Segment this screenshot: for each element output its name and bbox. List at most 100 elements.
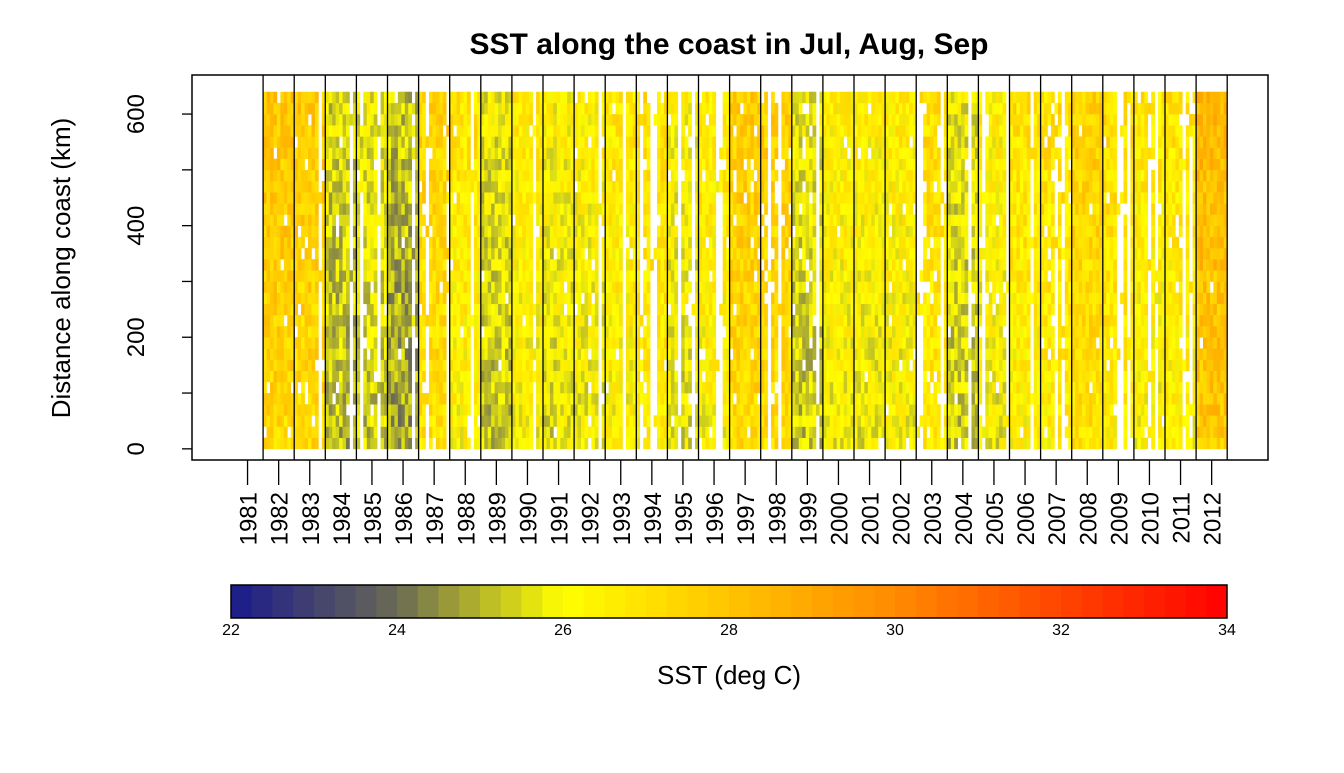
heatmap-cell	[695, 415, 699, 427]
heatmap-cell	[466, 136, 471, 148]
heatmap-cell	[328, 247, 333, 260]
heatmap-cell	[511, 281, 516, 293]
heatmap-cell	[657, 270, 661, 282]
heatmap-cell	[332, 114, 336, 126]
heatmap-cell	[798, 147, 803, 159]
heatmap-cell	[390, 125, 395, 137]
heatmap-cell	[871, 326, 876, 338]
heatmap-cell	[857, 203, 862, 215]
heatmap-cell	[836, 236, 841, 249]
heatmap-cell	[515, 259, 520, 271]
heatmap-cell	[608, 270, 613, 282]
heatmap-cell	[885, 181, 889, 193]
heatmap-cell	[601, 203, 606, 215]
heatmap-cell	[577, 225, 582, 238]
heatmap-cell	[308, 437, 312, 450]
heatmap-cell	[674, 136, 679, 148]
heatmap-cell	[736, 281, 741, 293]
heatmap-cell	[404, 236, 409, 249]
heatmap-cell	[325, 102, 330, 115]
heatmap-cell	[508, 181, 513, 193]
heatmap-cell	[494, 192, 499, 204]
heatmap-cell	[874, 326, 879, 338]
heatmap-cell	[757, 426, 761, 438]
heatmap-cell	[415, 158, 419, 171]
heatmap-cell	[335, 125, 340, 137]
heatmap-cell	[726, 203, 730, 215]
heatmap-cell	[560, 125, 565, 137]
heatmap-cell	[843, 147, 848, 159]
heatmap-cell	[605, 348, 609, 360]
heatmap-cell	[629, 348, 634, 360]
heatmap-cell	[802, 114, 806, 126]
heatmap-cell	[847, 426, 851, 438]
heatmap-cell	[352, 169, 357, 182]
heatmap-cell	[871, 281, 876, 293]
heatmap-cell	[829, 359, 834, 372]
heatmap-cell	[764, 147, 768, 159]
heatmap-cell	[546, 192, 551, 204]
heatmap-cell	[408, 437, 412, 450]
heatmap-cell	[328, 415, 333, 427]
heatmap-cell	[757, 348, 761, 360]
heatmap-cell	[632, 415, 637, 427]
heatmap-cell	[428, 214, 433, 226]
heatmap-cell	[549, 236, 554, 249]
heatmap-cell	[308, 158, 312, 171]
heatmap-cell	[871, 147, 876, 159]
heatmap-cell	[867, 136, 872, 148]
heatmap-cell	[771, 102, 775, 115]
heatmap-cell	[449, 393, 454, 405]
heatmap-cell	[543, 147, 547, 159]
heatmap-cell	[321, 348, 326, 360]
heatmap-cell	[695, 303, 699, 316]
heatmap-cell	[570, 192, 575, 204]
heatmap-cell	[428, 281, 433, 293]
heatmap-cell	[701, 259, 706, 271]
heatmap-cell	[632, 314, 637, 327]
heatmap-cell	[460, 415, 464, 427]
heatmap-cell	[543, 181, 547, 193]
heatmap-cell	[522, 259, 527, 271]
heatmap-cell	[871, 415, 876, 427]
heatmap-cell	[791, 326, 796, 338]
heatmap-cell	[663, 158, 668, 171]
heatmap-cell	[764, 426, 768, 438]
heatmap-cell	[283, 303, 288, 316]
heatmap-cell	[290, 281, 295, 293]
heatmap-cell	[760, 125, 765, 137]
heatmap-cell	[301, 147, 305, 159]
heatmap-cell	[619, 426, 623, 438]
heatmap-cell	[394, 314, 399, 327]
heatmap-cell	[885, 393, 889, 405]
heatmap-cell	[822, 203, 827, 215]
heatmap-cell	[401, 326, 406, 338]
heatmap-cell	[619, 381, 623, 394]
heatmap-cell	[408, 326, 412, 338]
heatmap-cell	[854, 181, 858, 193]
heatmap-cell	[822, 102, 827, 115]
heatmap-cell	[684, 393, 689, 405]
heatmap-cell	[301, 292, 305, 305]
heatmap-cell	[273, 359, 278, 372]
heatmap-cell	[746, 381, 751, 394]
heatmap-cell	[684, 348, 689, 360]
heatmap-cell	[515, 181, 520, 193]
heatmap-cell	[802, 348, 806, 360]
heatmap-cell	[771, 158, 775, 171]
heatmap-cell	[605, 203, 609, 215]
heatmap-cell	[739, 91, 744, 104]
heatmap-cell	[370, 125, 374, 137]
heatmap-cell	[332, 292, 336, 305]
heatmap-cell	[311, 114, 316, 126]
heatmap-cell	[504, 314, 509, 327]
heatmap-cell	[802, 381, 806, 394]
heatmap-cell	[733, 426, 737, 438]
heatmap-cell	[387, 426, 392, 438]
heatmap-cell	[625, 203, 630, 215]
heatmap-cell	[795, 225, 800, 238]
heatmap-cell	[266, 314, 271, 327]
heatmap-cell	[276, 136, 281, 148]
heatmap-cell	[594, 225, 599, 238]
heatmap-cell	[577, 326, 582, 338]
